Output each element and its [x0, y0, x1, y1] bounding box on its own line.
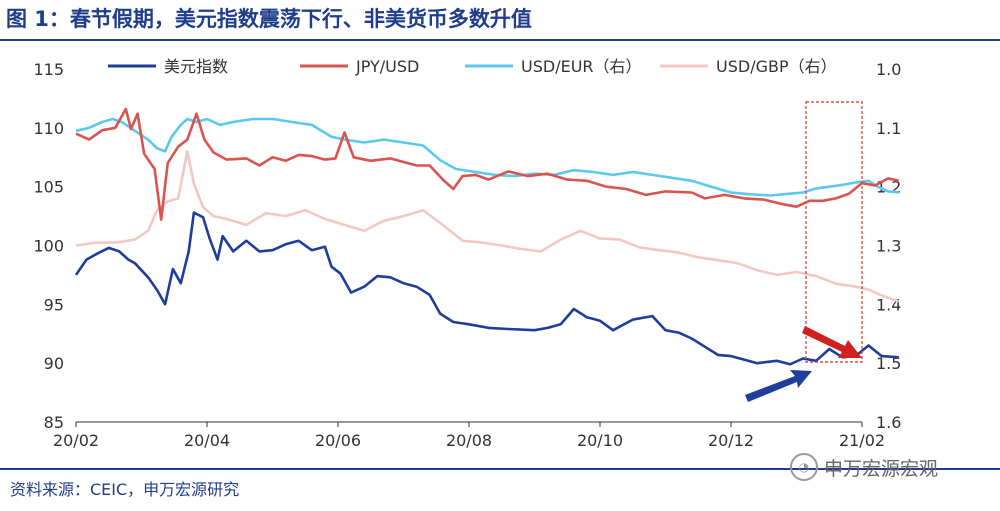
y-right-tick-label: 1.0	[876, 60, 901, 79]
y-right-tick-label: 1.1	[876, 119, 901, 138]
y-left-tick-label: 90	[44, 354, 64, 373]
wechat-icon: ◔	[790, 453, 818, 481]
watermark-text: 申万宏源宏观	[824, 457, 939, 480]
legend-label: JPY/USD	[355, 57, 419, 76]
series-line-0	[74, 211, 899, 366]
y-left-tick-label: 95	[44, 295, 64, 314]
x-tick-label: 20/10	[577, 431, 623, 450]
y-left-tick-label: 85	[44, 413, 64, 432]
footer-rule	[0, 468, 1000, 470]
legend-label: USD/EUR（右）	[521, 57, 642, 76]
y-left-tick-label: 110	[33, 119, 64, 138]
y-right-tick-label: 1.5	[876, 354, 901, 373]
series-line-2	[75, 117, 899, 197]
red-down-arrow	[802, 326, 862, 358]
x-tick-label: 20/06	[315, 431, 361, 450]
series-line-3	[75, 150, 900, 303]
blue-up-arrow	[745, 370, 812, 402]
y-right-tick-label: 1.6	[876, 413, 901, 432]
source-note: 资料来源：CEIC，申万宏源研究	[10, 480, 240, 499]
x-tick-label: 20/08	[446, 431, 492, 450]
x-tick-label: 20/12	[708, 431, 754, 450]
title-rule	[0, 39, 1000, 41]
legend-label: USD/GBP（右）	[716, 57, 837, 76]
x-tick-label: 20/02	[53, 431, 99, 450]
y-left-tick-label: 100	[33, 237, 64, 256]
y-left-tick-label: 105	[33, 178, 64, 197]
legend-label: 美元指数	[164, 57, 228, 76]
y-left-tick-label: 115	[33, 60, 64, 79]
x-tick-label: 20/04	[184, 431, 230, 450]
x-tick-label: 21/02	[839, 431, 885, 450]
chart-title: 图 1：春节假期，美元指数震荡下行、非美货币多数升值	[6, 7, 532, 31]
watermark: ◔ 申万宏源宏观	[790, 452, 938, 482]
series-line-1	[75, 107, 899, 221]
highlight-box	[805, 101, 863, 363]
y-right-tick-label: 1.3	[876, 237, 901, 256]
